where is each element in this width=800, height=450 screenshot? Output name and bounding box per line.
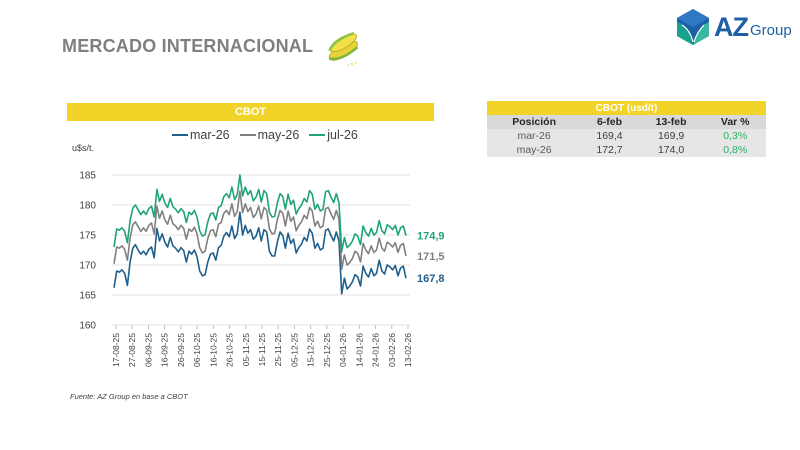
y-tick-label: 170 [79,261,96,272]
cell-13-feb: 174,0 [637,143,705,157]
logo-text-sub: Group [750,21,792,39]
cell-6-feb: 169,4 [581,129,638,143]
y-tick-label: 175 [79,231,96,242]
y-tick-label: 180 [79,201,96,212]
x-tick-label: 25-11-25 [273,333,283,367]
y-tick-label: 185 [79,171,96,182]
az-group-logo: AZ Group [676,8,792,46]
x-tick-label: 15-12-25 [306,333,316,367]
column-header-13-feb: 13-feb [637,115,705,129]
corn-icon [328,31,359,66]
cell-position: mar-26 [487,129,582,143]
table-header-row: Posición 6-feb 13-feb Var % [487,115,766,129]
series-line-mar-26 [113,211,407,295]
legend-label-jul-26: jul-26 [327,128,358,142]
x-tick-label: 04-01-26 [338,333,348,367]
series-line-may-26 [113,190,407,271]
legend-swatch-jul-26 [309,134,326,136]
az-cube-logo-icon [677,9,709,45]
x-tick-label: 17-08-25 [111,333,121,367]
x-tick-label: 16-10-25 [208,333,218,367]
column-header-var: Var % [704,115,766,129]
end-value-label-jul-26: 174,9 [417,231,445,243]
cell-position: may-26 [487,143,582,157]
series-line-jul-26 [113,174,407,253]
legend-label-mar-26: mar-26 [190,128,230,142]
y-tick-label: 165 [79,291,96,302]
x-tick-label: 13-02-26 [403,333,413,367]
legend-swatch-may-26 [239,134,256,136]
x-tick-label: 24-01-26 [371,333,381,367]
x-tick-label: 14-01-26 [354,333,364,367]
legend-item-mar-26: mar-26 [172,128,230,142]
x-tick-label: 06-09-25 [143,333,153,367]
x-tick-label: 06-10-25 [192,333,202,367]
end-value-label-mar-26: 167,8 [417,273,445,285]
x-tick-label: 05-12-25 [289,333,299,367]
x-tick-label: 25-12-25 [322,333,332,367]
x-tick-label: 27-08-25 [127,333,137,367]
table-row: may-26 172,7 174,0 0,8% [487,143,766,157]
cell-13-feb: 169,9 [637,129,705,143]
source-note: Fuente: AZ Group en base a CBOT [70,392,188,401]
chart-title: CBOT [67,103,434,121]
legend-label-may-26: may-26 [257,128,300,142]
cell-6-feb: 172,7 [581,143,638,157]
chart-legend: mar-26 may-26 jul-26 [172,128,358,142]
x-tick-label: 16-09-25 [160,333,170,367]
cbot-price-table: CBOT (usd/t) Posición 6-feb 13-feb Var %… [487,101,766,157]
end-value-label-may-26: 171,5 [417,251,445,263]
legend-item-jul-26: jul-26 [309,128,358,142]
column-header-posicion: Posición [487,115,582,129]
x-tick-label: 26-09-25 [176,333,186,367]
cell-var: 0,8% [704,143,766,157]
x-tick-label: 26-10-25 [225,333,235,367]
cell-var: 0,3% [704,129,766,143]
page-title: MERCADO INTERNACIONAL [62,36,314,56]
column-header-6-feb: 6-feb [581,115,638,129]
table-title: CBOT (usd/t) [487,101,766,115]
legend-swatch-mar-26 [172,134,188,136]
x-tick-label: 15-11-25 [257,333,267,367]
logo-text-main: AZ [714,11,749,42]
x-tick-label: 03-02-26 [387,333,397,367]
y-axis-unit-label: u$s/t. [72,143,95,153]
table-row: mar-26 169,4 169,9 0,3% [487,129,766,143]
x-tick-label: 05-11-25 [241,333,251,367]
y-tick-label: 160 [79,321,96,332]
legend-item-may-26: may-26 [239,128,300,142]
